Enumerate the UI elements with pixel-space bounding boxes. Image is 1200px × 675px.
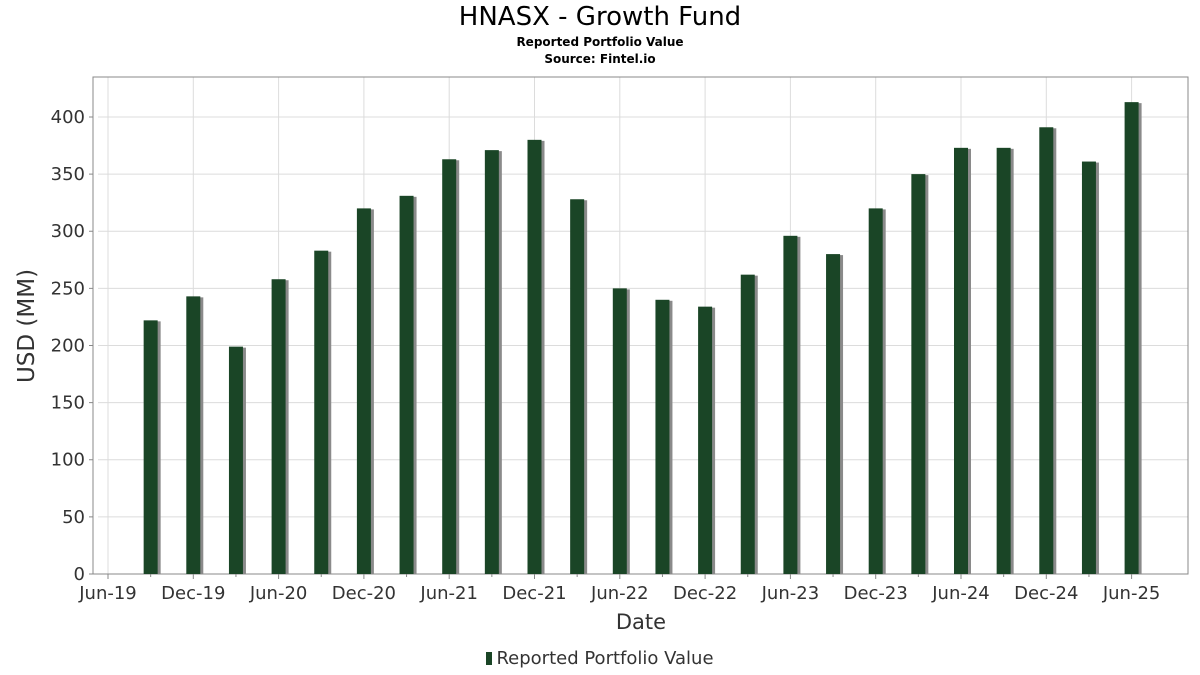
bar [271,279,286,574]
bar [314,250,329,574]
x-tick-label: Jun-24 [931,583,990,604]
bar [1081,161,1096,574]
x-axis: Jun-19 Dec-19 Jun-20 Dec-20 Jun-21 Dec-21 Jun-… [78,574,1160,604]
bar [783,235,798,574]
x-tick-label: Jun-23 [761,583,820,604]
y-tick-label: 250 [51,278,85,299]
x-tick-label: Dec-20 [332,583,396,604]
x-tick-label: Jun-20 [249,583,308,604]
bar [911,174,926,575]
bar [186,296,201,574]
x-tick-label: Jun-25 [1102,583,1161,604]
y-tick-label: 50 [62,507,85,528]
legend-label: Reported Portfolio Value [496,648,714,669]
plot-frame [92,76,1189,575]
x-tick-label: Dec-23 [844,583,908,604]
plot-area [98,77,1188,574]
bar [698,306,713,574]
bar [143,320,158,574]
bars [143,102,1142,575]
y-tick-label: 0 [74,564,85,585]
x-tick-label: Jun-21 [419,583,478,604]
legend: Reported Portfolio Value [0,648,1200,669]
y-axis: 0 50 100 150 200 250 300 350 400 [51,107,93,585]
y-tick-label: 100 [51,450,85,471]
y-tick-label: 350 [51,164,85,185]
y-tick-label: 300 [51,221,85,242]
bar [868,208,883,574]
x-tick-label: Dec-21 [502,583,566,604]
bar [954,147,968,574]
chart-title: HNASX - Growth Fund [458,2,742,32]
x-tick-label: Jun-19 [78,583,137,604]
bar [1039,127,1054,574]
bar [655,299,670,574]
y-tick-label: 150 [51,393,85,414]
bar [356,208,371,574]
y-tick-label: 200 [51,335,85,356]
bar [826,254,841,574]
x-tick-label: Jun-22 [590,583,649,604]
bar [612,288,627,574]
bar [740,274,755,574]
bar [1124,102,1139,575]
bar [484,150,499,575]
bar [996,147,1011,574]
x-tick-label: Dec-22 [673,583,737,604]
chart-source: Source: Fintel.io [544,52,656,66]
y-tick-label: 400 [51,107,85,128]
x-tick-label: Dec-19 [161,583,225,604]
grid-layer [98,77,1188,575]
bar [228,346,243,574]
y-axis-label: USD (MM) [14,269,40,383]
x-axis-label: Date [616,610,666,634]
bar [442,159,457,574]
bar [527,139,542,574]
bar [570,199,585,574]
legend-swatch [486,652,493,665]
bar [399,195,414,574]
x-tick-label: Dec-24 [1014,583,1078,604]
chart-subtitle: Reported Portfolio Value [516,35,684,49]
